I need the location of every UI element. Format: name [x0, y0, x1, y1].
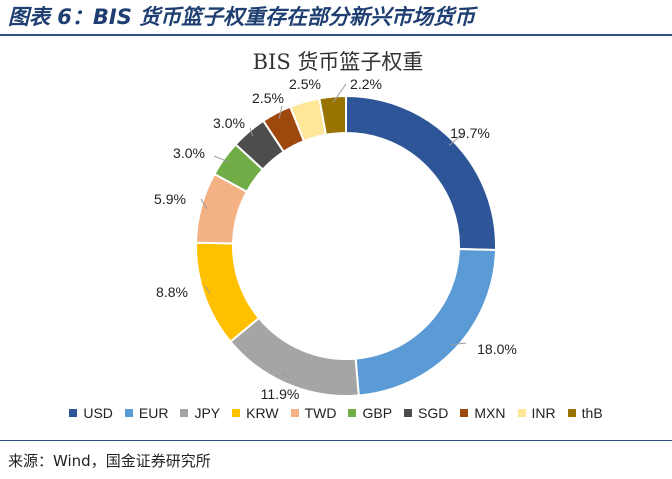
legend-label: TWD: [304, 405, 337, 421]
data-label-sgd: 3.0%: [213, 115, 245, 131]
donut-chart: BIS 货币篮子权重 19.7% 18.0% 11.9% 8.8% 5.9% 3.0% 3.…: [154, 50, 517, 402]
leader-line-thb: [332, 83, 347, 103]
legend-swatch: [232, 409, 241, 417]
leader-line-jpy: [281, 371, 291, 380]
legend-item-inr: INR: [517, 405, 556, 421]
slice-jpy: [229, 316, 360, 397]
data-label-gbp: 3.0%: [173, 145, 205, 161]
data-label-eur: 18.0%: [477, 341, 517, 357]
data-label-krw: 8.8%: [156, 284, 188, 300]
legend-swatch: [567, 409, 576, 417]
slices-group: [195, 94, 497, 397]
bottom-divider: [0, 440, 672, 441]
legend-swatch: [517, 409, 526, 417]
legend-swatch: [290, 409, 299, 417]
slice-usd: [345, 94, 497, 251]
data-label-jpy: 11.9%: [261, 386, 300, 402]
legend-swatch: [69, 409, 78, 417]
legend-swatch: [404, 409, 413, 417]
legend-label: SGD: [418, 405, 449, 421]
legend-item-mxn: MXN: [460, 405, 506, 421]
legend-item-jpy: JPY: [180, 405, 220, 421]
legend-label: USD: [83, 405, 113, 421]
data-label-usd: 19.7%: [450, 125, 490, 141]
legend-item-twd: TWD: [290, 405, 337, 421]
slice-eur: [354, 247, 497, 397]
chart-title: BIS 货币篮子权重: [253, 50, 424, 74]
legend-label: EUR: [138, 405, 169, 421]
legend-label: GBP: [362, 405, 393, 421]
slice-krw: [195, 241, 261, 344]
legend-label: MXN: [474, 405, 506, 421]
legend-swatch: [180, 409, 189, 417]
source-note: 来源：Wind，国金证券研究所: [8, 452, 211, 470]
legend-item-thb: thB: [567, 405, 603, 421]
labels-group: 19.7% 18.0% 11.9% 8.8% 5.9% 3.0% 3.0% 2.5% 2.5% 2…: [154, 76, 517, 402]
data-label-twd: 5.9%: [154, 191, 186, 207]
leader-line-sgd: [249, 127, 254, 137]
top-divider: [0, 34, 672, 36]
legend-label: thB: [581, 405, 603, 421]
legend-label: JPY: [194, 405, 221, 421]
leader-line-mxn: [278, 105, 283, 119]
legend-label: INR: [531, 405, 556, 421]
leader-line-eur: [450, 342, 467, 346]
figure-title: 图表 6：BIS 货币篮子权重存在部分新兴市场货币: [8, 5, 476, 29]
legend-item-gbp: GBP: [348, 405, 392, 421]
legend-swatch: [348, 409, 357, 417]
data-label-inr: 2.5%: [289, 76, 321, 92]
legend-label: KRW: [246, 405, 279, 421]
legend-swatch: [460, 409, 469, 417]
legend-item-sgd: SGD: [404, 405, 448, 421]
legend: USD EUR JPY KRW TWD GBP SGD MXN INR thB: [0, 402, 672, 424]
legend-swatch: [124, 409, 133, 417]
data-label-mxn: 2.5%: [252, 90, 284, 106]
slice-thb: [318, 94, 347, 136]
leader-line-krw: [204, 285, 211, 294]
data-label-thb: 2.2%: [350, 76, 382, 92]
leader-line-usd: [448, 132, 465, 146]
legend-item-usd: USD: [69, 405, 113, 421]
legend-item-krw: KRW: [232, 405, 279, 421]
leader-line-twd: [200, 198, 208, 210]
leader-line-gbp: [213, 155, 230, 163]
legend-item-eur: EUR: [124, 405, 169, 421]
